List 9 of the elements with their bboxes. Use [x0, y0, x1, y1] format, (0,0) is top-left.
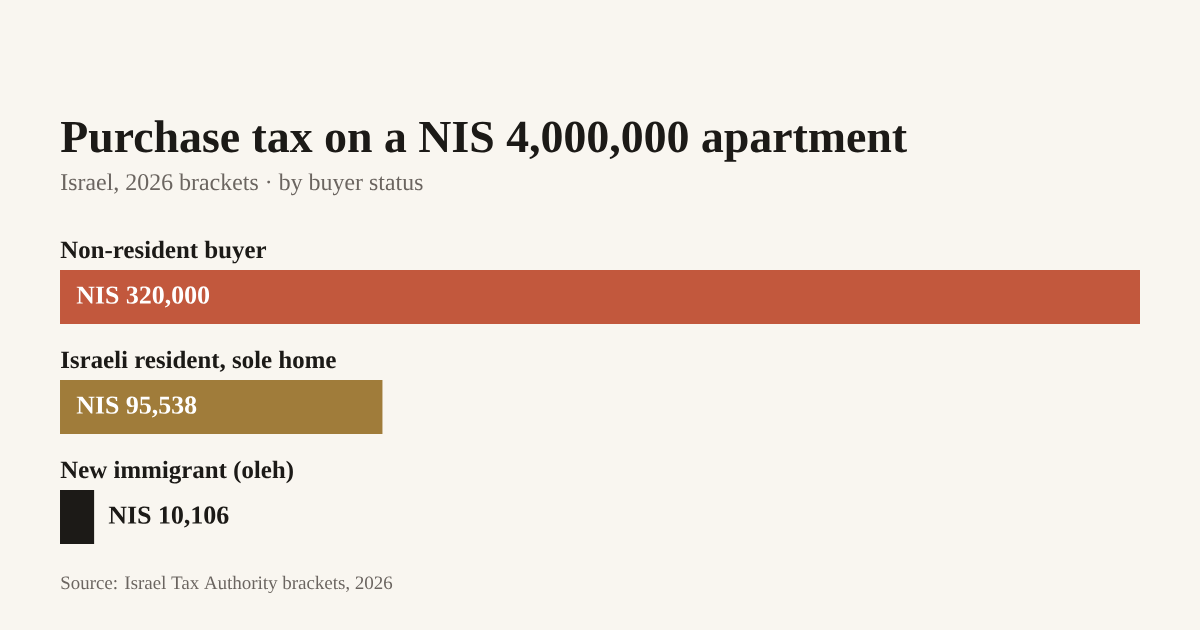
chart-subtitle: Israel, 2026 brackets · by buyer status — [61, 173, 423, 196]
y-tick-label: Israeli resident, sole home — [61, 350, 336, 372]
y-tick-label: New immigrant (oleh) — [60, 460, 293, 484]
data-label: NIS 95,538 — [76, 396, 197, 418]
source-note: Source: Israel Tax Authority brackets, 2026 — [61, 575, 393, 594]
data-label: NIS 320,000 — [76, 286, 210, 308]
chart-title: Purchase tax on a NIS 4,000,000 apartment — [60, 120, 907, 162]
y-tick-label: Non-resident buyer — [60, 240, 267, 264]
data-label: NIS 10,106 — [108, 506, 229, 528]
